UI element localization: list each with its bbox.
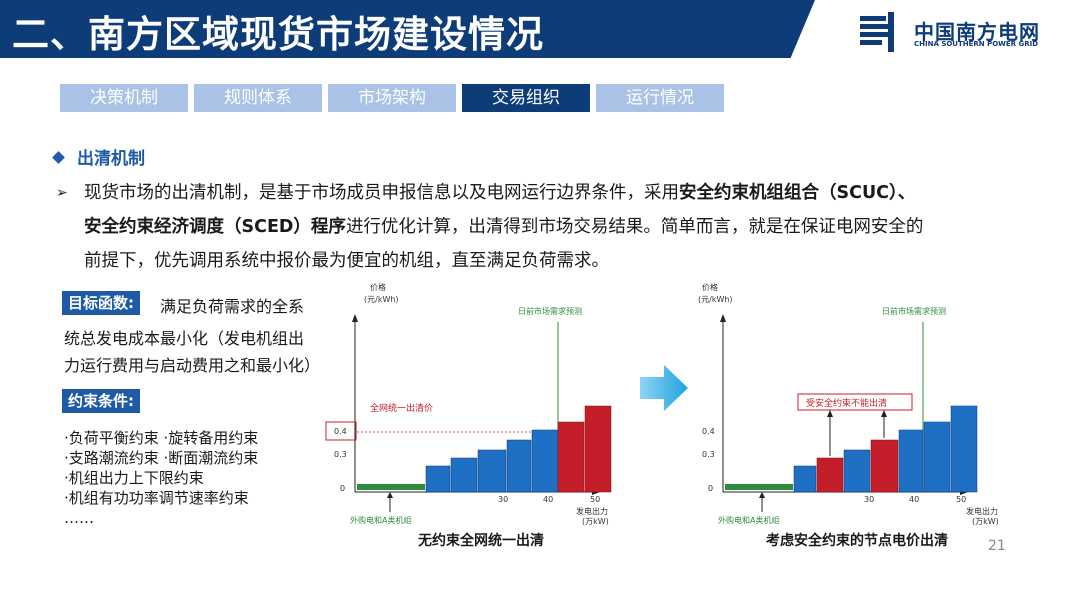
y-unit: (元/kWh) [698, 295, 733, 304]
objective-line-3: 力运行费用与启动费用之和最小化） [64, 356, 321, 375]
y-unit: (元/kWh) [364, 295, 399, 304]
x-unit: (万kW) [582, 517, 609, 526]
para-line-2: 安全约束经济调度（SCED）程序进行优化计算，出清得到市场交易结果。简单而言，就… [84, 210, 1016, 244]
objective-label: 目标函数: [62, 291, 140, 315]
x-title: 发电出力 [576, 506, 608, 516]
tab-trading[interactable]: 交易组织 [462, 84, 590, 112]
logo-en: CHINA SOUTHERN POWER GRID [914, 40, 1039, 48]
pointer-arrow-icon [387, 492, 393, 498]
constraints-list: ·负荷平衡约束 ·旋转备用约束 ·支路潮流约束 ·断面潮流约束 ·机组出力上下限… [64, 428, 258, 528]
uniform-clearing-chart: 价格 (元/kWh) 日前市场需求预测 0.4 0.3 0 全网统一出清价 30… [325, 282, 612, 526]
y-tick: 0 [340, 484, 345, 493]
para-2b: 进行优化计算，出清得到市场交易结果。简单而言，就是在保证电网安全的 [345, 217, 924, 237]
page-title: 二、南方区域现货市场建设情况 [12, 13, 544, 56]
para-line-1: 现货市场的出清机制，是基于市场成员申报信息以及电网运行边界条件，采用安全约束机组… [84, 176, 1016, 210]
y-title: 价格 [702, 282, 718, 292]
bar-red [870, 439, 899, 493]
section-title: 出清机制 [52, 144, 145, 169]
para-1a: 现货市场的出清机制，是基于市场成员申报信息以及电网运行边界条件，采用 [84, 183, 679, 203]
y-tick: 0.3 [702, 450, 715, 459]
y-axis-arrow-icon [352, 314, 358, 322]
bar-base-unit [357, 484, 425, 490]
left-chart-caption: 无约束全网统一出清 [418, 533, 544, 549]
bar-red [584, 405, 612, 493]
constraints-label: 约束条件: [62, 389, 140, 413]
section-title-text: 出清机制 [77, 149, 145, 169]
constraint-item: ·负荷平衡约束 ·旋转备用约束 [64, 429, 259, 447]
para-1b: 安全约束机组组合（SCUC）、 [679, 183, 916, 203]
unit-label: 外购电和A类机组 [350, 515, 411, 525]
bar-blue [531, 429, 559, 493]
pointer-arrow-icon [881, 410, 887, 417]
description-paragraph: ➢ 现货市场的出清机制，是基于市场成员申报信息以及电网运行边界条件，采用安全约束… [56, 176, 1016, 278]
bar-blue [450, 457, 478, 493]
x-title: 发电出力 [966, 506, 998, 516]
pointer-arrow-icon [827, 410, 833, 417]
nodal-price-chart: 价格 (元/kWh) 日前市场需求预测 0.4 0.3 0 受安全约束不能出清 … [698, 282, 999, 526]
bar-blue [425, 465, 451, 493]
y-tick: 0 [708, 484, 713, 493]
right-chart-caption: 考虑安全约束的节点电价出清 [766, 533, 948, 549]
y-tick: 0.3 [334, 450, 347, 459]
para-line-3: 前提下，优先调用系统中报价最为便宜的机组，直至满足负荷需求。 [84, 251, 609, 271]
bar-blue [793, 465, 817, 493]
x-tick: 40 [543, 495, 553, 504]
constraint-item: …… [64, 509, 94, 527]
csg-logo-icon [860, 12, 894, 52]
y-axis-arrow-icon [720, 314, 726, 322]
x-tick: 30 [498, 495, 508, 504]
company-logo: 中国南方电网 CHINA SOUTHERN POWER GRID [858, 12, 1073, 52]
y-tick: 0.4 [334, 427, 347, 436]
bar-blue [506, 439, 532, 493]
objective-line-2: 统总发电成本最小化（发电机组出 [64, 329, 305, 348]
x-tick: 50 [590, 495, 600, 504]
x-unit: (万kW) [972, 517, 999, 526]
bar-base-unit [725, 484, 793, 490]
header: 二、南方区域现货市场建设情况 中国南方电网 CHINA SOUTHERN POW… [0, 0, 1080, 60]
x-tick: 30 [864, 495, 874, 504]
constraint-item: ·机组出力上下限约束 [64, 469, 204, 487]
constraint-label: 受安全约束不能出清 [806, 397, 887, 409]
constraint-callout [797, 393, 913, 411]
tab-rules[interactable]: 规则体系 [194, 84, 322, 112]
para-2a: 安全约束经济调度（SCED）程序 [84, 217, 346, 237]
bar-red [816, 457, 844, 493]
tab-architecture[interactable]: 市场架构 [328, 84, 456, 112]
x-tick: 50 [956, 495, 966, 504]
clearing-price-label: 全网统一出清价 [370, 402, 433, 414]
unit-label: 外购电和A类机组 [718, 515, 779, 525]
y-tick: 0.4 [702, 427, 715, 436]
bar-blue [843, 449, 871, 493]
bar-blue [923, 421, 951, 493]
tab-decision[interactable]: 决策机制 [60, 84, 188, 112]
transition-arrow-icon [640, 365, 688, 411]
tab-operation[interactable]: 运行情况 [596, 84, 724, 112]
demand-label: 日前市场需求预测 [882, 306, 946, 316]
page-number: 21 [988, 538, 1006, 554]
arrow-bullet-icon: ➢ [56, 185, 68, 201]
demand-label: 日前市场需求预测 [518, 306, 582, 316]
x-tick: 40 [909, 495, 919, 504]
bar-blue [898, 429, 924, 493]
bar-blue [950, 405, 978, 493]
bar-blue [477, 449, 507, 493]
constraint-item: ·支路潮流约束 ·断面潮流约束 [64, 449, 259, 467]
y-title: 价格 [370, 282, 386, 292]
logo-name: 中国南方电网 [914, 20, 1040, 44]
constraint-item: ·机组有功功率调节速率约束 [64, 489, 249, 507]
price-highlight-box [325, 421, 357, 441]
title-band [0, 0, 815, 58]
bar-red [557, 421, 585, 493]
diamond-bullet-icon [52, 151, 65, 164]
objective-line-1: 满足负荷需求的全系 [160, 297, 305, 316]
pointer-arrow-icon [759, 492, 765, 498]
